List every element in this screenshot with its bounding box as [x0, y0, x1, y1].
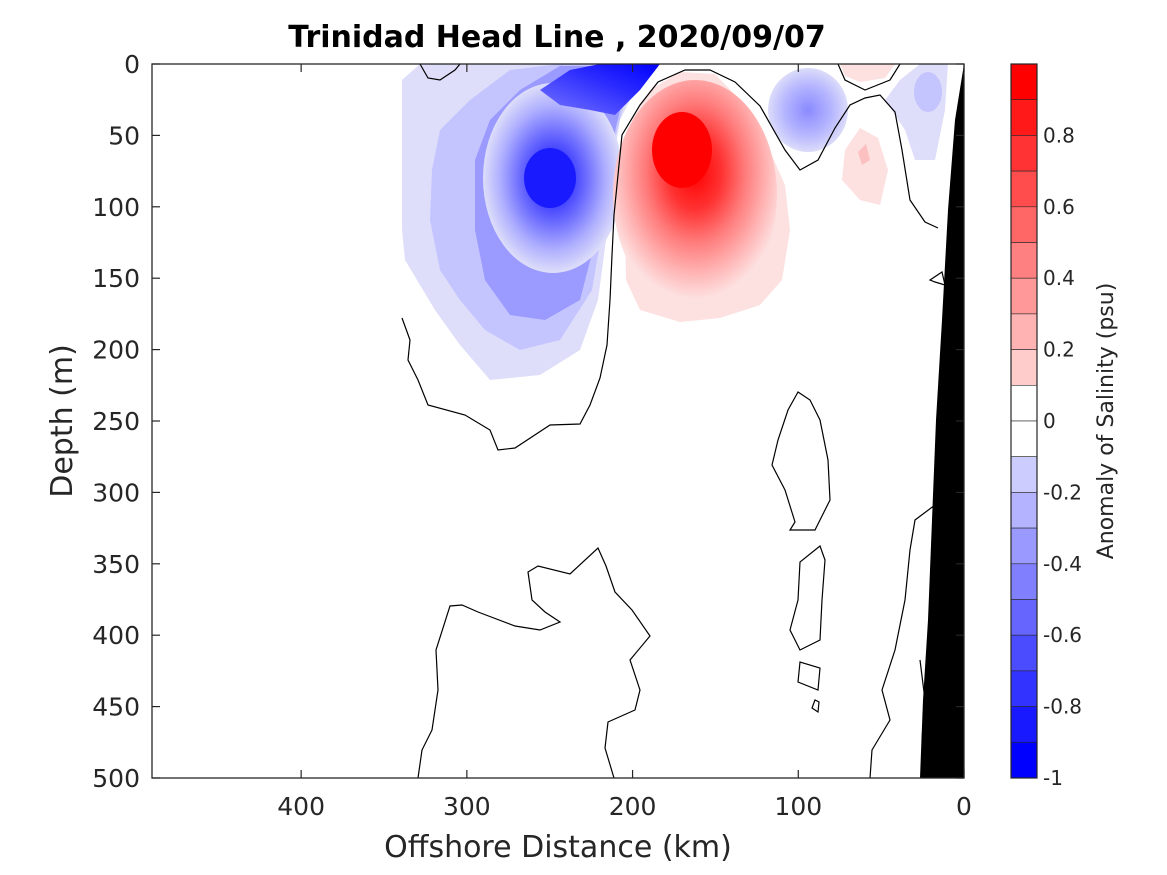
- y-tick-label: 100: [92, 193, 140, 222]
- contour-fields: [401, 64, 964, 778]
- zero-contour-deep-right: [869, 504, 936, 778]
- y-tick-label: 200: [92, 336, 140, 365]
- negative-anomaly-deep-core: [524, 148, 576, 208]
- colorbar-level: [1010, 456, 1038, 493]
- colorbar-frame: [1010, 63, 1038, 779]
- colorbar-tick-label: 0: [1043, 409, 1056, 433]
- y-tick-label: 300: [92, 478, 140, 507]
- negative-anomaly-surface-core: [540, 64, 660, 115]
- colorbar-level: [1010, 420, 1038, 458]
- nearshore-negative-core: [914, 72, 942, 112]
- colorbar-level: [1010, 741, 1038, 779]
- colorbar-level: [1010, 563, 1038, 600]
- zero-contour-lens-1: [771, 391, 831, 531]
- colorbar-label: Anomaly of Salinity (psu): [1094, 283, 1119, 560]
- colorbar-level: [1010, 670, 1038, 707]
- colorbar-level: [1010, 492, 1038, 529]
- colorbar-level: [1010, 313, 1038, 350]
- colorbar-tick-label: -0.6: [1043, 623, 1082, 647]
- subsurface-positive-patch: [842, 128, 888, 205]
- zero-contour-deep-left: [417, 546, 651, 778]
- surface-positive-patch: [840, 64, 895, 82]
- colorbar-level: [1010, 206, 1038, 243]
- colorbar-tick-label: 0.2: [1043, 338, 1075, 362]
- y-tick-label: 400: [92, 621, 140, 650]
- zero-contour-lens-3: [797, 661, 821, 691]
- y-tick-label: 450: [92, 693, 140, 722]
- colorbar: 0.8 0.6 0.4 0.2 0 -0.2 -0.4 -0.6 -0.8 -1 Anomaly …: [1010, 63, 1119, 790]
- colorbar-level: [1010, 135, 1038, 172]
- colorbar-level: [1010, 63, 1038, 101]
- y-axis-label: Depth (m): [45, 344, 80, 498]
- zero-contour-main: [401, 69, 939, 451]
- x-tick-label: 300: [443, 792, 491, 821]
- colorbar-level: [1010, 384, 1038, 422]
- y-tick-label: 150: [92, 264, 140, 293]
- x-axis-ticks: 400 300 200 100 0: [277, 64, 972, 821]
- colorbar-level: [1010, 277, 1038, 315]
- positive-anomaly-core: [613, 80, 777, 310]
- colorbar-level: [1010, 706, 1038, 743]
- colorbar-level: [1010, 527, 1038, 565]
- y-tick-label: 0: [124, 50, 140, 79]
- colorbar-level: [1010, 634, 1038, 672]
- subsurface-positive-core: [858, 144, 870, 165]
- x-axis-label: Offshore Distance (km): [384, 830, 732, 865]
- colorbar-level: [1010, 349, 1038, 386]
- y-tick-label: 500: [92, 764, 140, 793]
- colorbar-tick-label: 0.4: [1043, 266, 1075, 290]
- small-negative-eddy: [768, 68, 848, 152]
- colorbar-tick-label: -1: [1043, 766, 1063, 790]
- colorbar-level: [1010, 599, 1038, 636]
- colorbar-level: [1010, 170, 1038, 208]
- plot-area: 400 300 200 100 0 0 50 100 150 200 250 300 350 400 45…: [92, 50, 972, 821]
- colorbar-tick-label: 0.8: [1043, 123, 1075, 147]
- zero-contour-surface-left: [419, 64, 461, 81]
- chart-title: Trinidad Head Line , 2020/09/07: [288, 20, 825, 55]
- colorbar-tick-label: -0.4: [1043, 552, 1082, 576]
- colorbar-tick-label: -0.8: [1043, 695, 1082, 719]
- x-tick-label: 0: [956, 792, 972, 821]
- x-tick-label: 100: [774, 792, 822, 821]
- colorbar-tick-label: -0.2: [1043, 480, 1082, 504]
- colorbar-blocks: [1010, 63, 1038, 779]
- zero-contour-surface-right: [837, 64, 901, 91]
- colorbar-ticks: 0.8 0.6 0.4 0.2 0 -0.2 -0.4 -0.6 -0.8 -1: [1043, 123, 1082, 790]
- y-axis-ticks: 0 50 100 150 200 250 300 350 400 450 500: [92, 50, 964, 793]
- y-tick-label: 250: [92, 407, 140, 436]
- colorbar-level: [1010, 99, 1038, 136]
- bathymetry-fill: [920, 64, 964, 778]
- colorbar-tick-label: 0.6: [1043, 195, 1075, 219]
- zero-contour-lens-4: [811, 699, 820, 714]
- positive-anomaly-deep-core: [652, 112, 712, 188]
- colorbar-level: [1010, 242, 1038, 279]
- x-tick-label: 200: [609, 792, 657, 821]
- x-tick-label: 400: [277, 792, 325, 821]
- zero-contour-lens-2: [789, 545, 826, 651]
- y-tick-label: 350: [92, 550, 140, 579]
- y-tick-label: 50: [108, 121, 140, 150]
